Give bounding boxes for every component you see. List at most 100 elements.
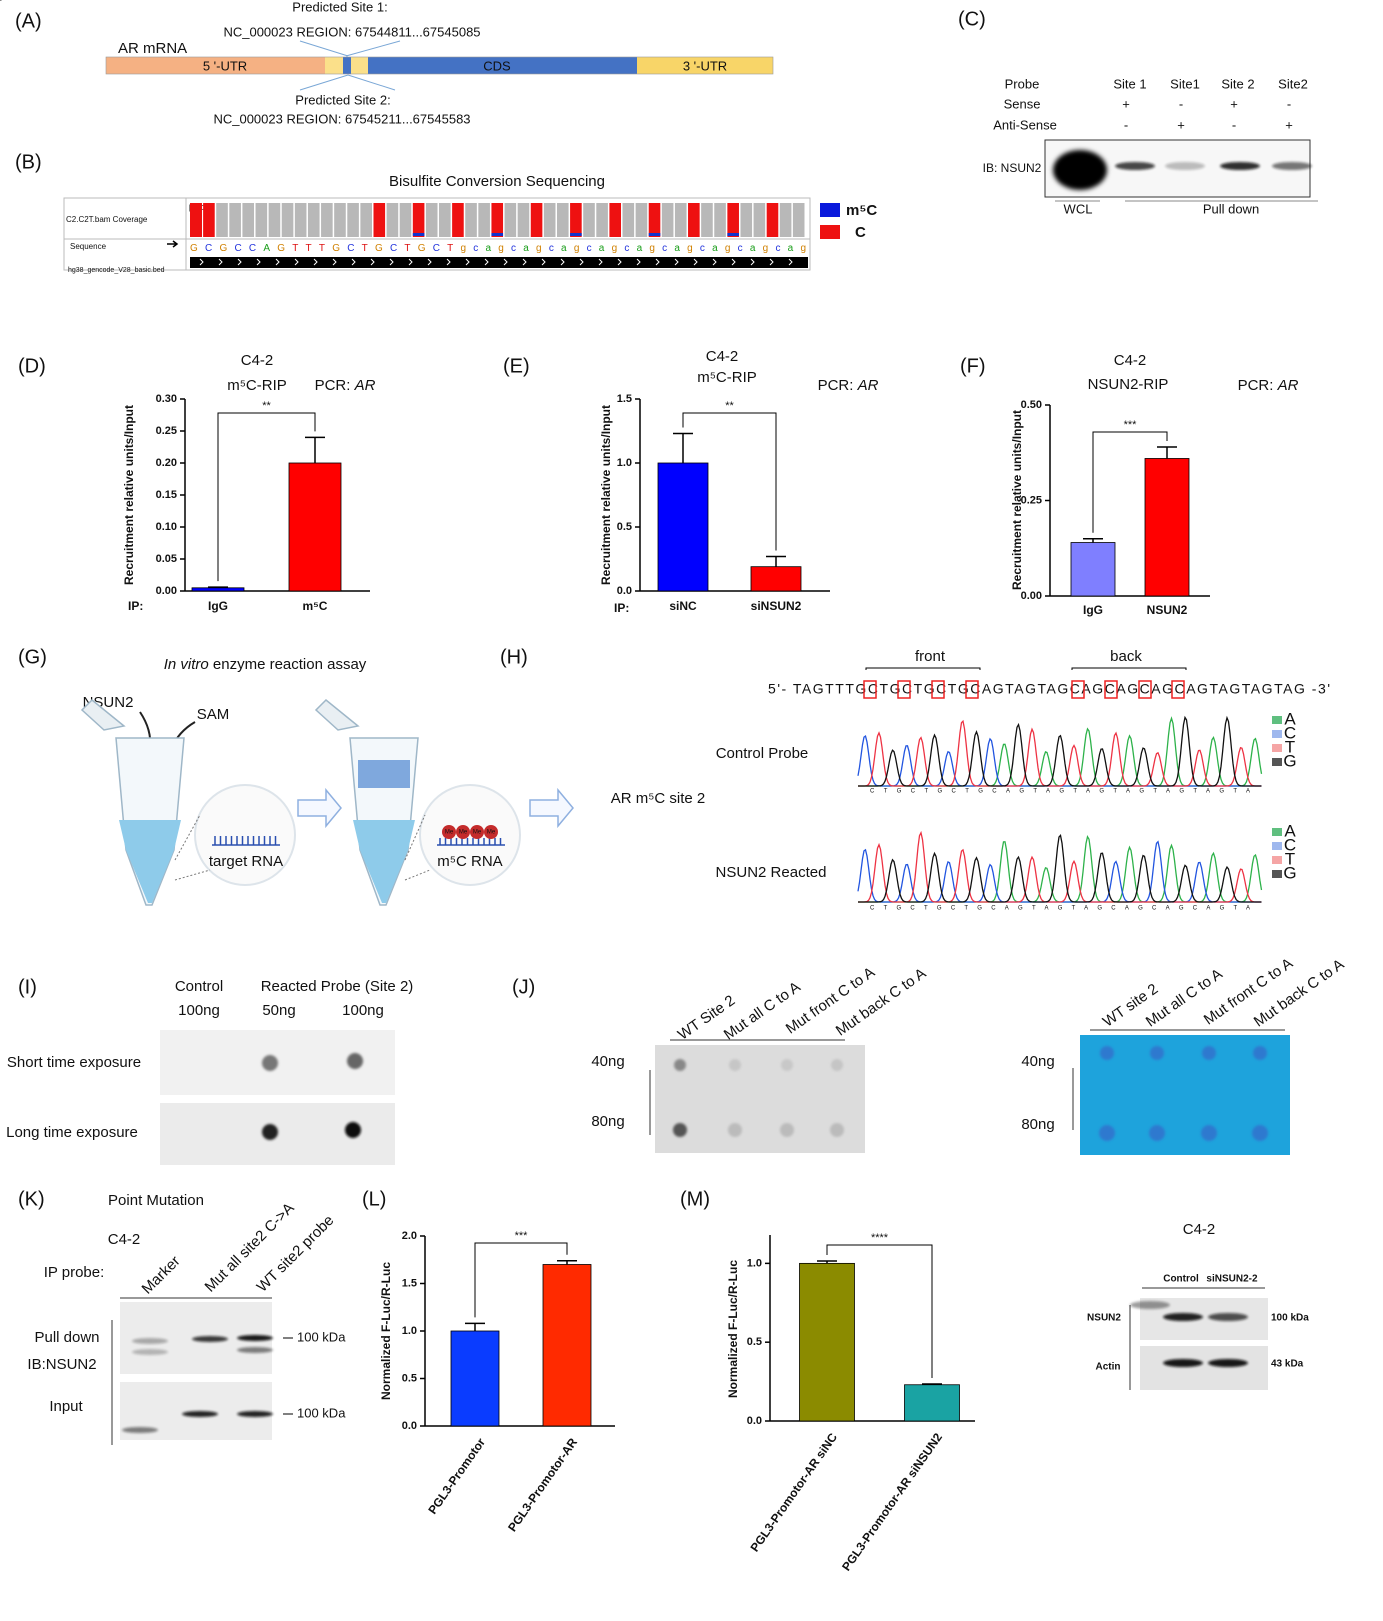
- coverage-bar: [583, 203, 595, 237]
- y-tick-label: 0.0: [747, 1415, 762, 1427]
- methyl-fraction: [727, 233, 739, 236]
- band: [1163, 1359, 1203, 1367]
- region-label: back: [1110, 648, 1142, 665]
- y-tick-label: 1.0: [617, 457, 632, 469]
- dot: [1099, 1125, 1115, 1141]
- zoom: [419, 784, 521, 886]
- col-label: Reacted Probe (Site 2): [261, 978, 414, 995]
- tube-liquid: [353, 820, 415, 903]
- panel-label: (F): [960, 355, 986, 377]
- x-tick-label: siNC: [669, 599, 697, 613]
- label: [0-10]: [0, 0, 2, 1]
- tube-label: m⁵C RNA: [437, 853, 502, 870]
- coverage-bar: [740, 203, 753, 237]
- strand-arrow: [598, 258, 603, 266]
- coverage-bar: [648, 203, 661, 237]
- bar: [799, 1262, 855, 1422]
- dot: [1202, 1046, 1216, 1060]
- strand-arrow: [294, 258, 299, 266]
- strand-arrow: [313, 258, 318, 266]
- coverage-bar: [425, 203, 438, 237]
- coverage-bar: [504, 203, 517, 237]
- y-tick-label: 0.00: [156, 585, 177, 597]
- label: NC_000023 REGION: 67544811...67545085: [223, 24, 480, 39]
- coverage-bar: [203, 203, 215, 237]
- coverage-bar: [674, 203, 687, 237]
- error-bar: [922, 1383, 942, 1385]
- lane-label: Mut front C to A: [783, 964, 878, 1038]
- strand-arrow: [370, 258, 375, 266]
- legend-label: G: [1283, 751, 1296, 770]
- label: [0-10]: [0, 0, 2, 1]
- label: [0-10]: [0, 0, 2, 1]
- methyl-label: Me: [459, 830, 468, 836]
- label: [0-10]: [0, 0, 2, 1]
- dot: [830, 1123, 844, 1137]
- methyl: [442, 825, 456, 839]
- error-bar: [673, 432, 693, 463]
- chart-subtitle: m⁵C-RIP: [227, 377, 287, 394]
- panel-label: (E): [503, 355, 530, 377]
- sense-sign: +: [1122, 96, 1130, 111]
- label: [0-10]: [0, 0, 2, 1]
- chart-subtitle: m⁵C-RIP: [697, 369, 757, 386]
- coverage-bar: [281, 203, 294, 237]
- group-label: Pull down: [1203, 201, 1259, 216]
- coverage-bar: [242, 203, 255, 237]
- panel-label: (H): [500, 646, 528, 668]
- coverage-bar: [688, 203, 700, 237]
- row-label: Anti-Sense: [993, 117, 1057, 132]
- track-label: C2.C2T.bam Coverage: [66, 215, 148, 224]
- strand-arrow: [351, 258, 356, 266]
- legend-label: C: [1284, 723, 1296, 742]
- band: [192, 1336, 228, 1342]
- methyl-fraction: [648, 233, 661, 236]
- lane-label: Site 2: [1221, 76, 1254, 91]
- lane-label: Site 1: [1113, 76, 1146, 91]
- label: [0-10]: [0, 0, 2, 1]
- strand-arrow: [275, 258, 280, 266]
- sense-sign: -: [1179, 96, 1183, 111]
- dot: [780, 1123, 794, 1137]
- legend-swatch: [1272, 828, 1282, 836]
- dot: [1201, 1125, 1217, 1141]
- ip-label: IP probe:: [44, 1264, 105, 1281]
- x-tick-label: IgG: [208, 599, 228, 613]
- base-calls: CTGCTGCTGCAGTAGTAGCAGCAGCAGTA: [870, 906, 1250, 912]
- coverage-bar: [753, 203, 766, 237]
- site-box: [965, 680, 979, 699]
- sense-sign: -: [1287, 96, 1291, 111]
- size-label: 43 kDa: [1271, 1359, 1304, 1370]
- coverage-bar: [229, 203, 241, 237]
- methyl: [456, 825, 470, 839]
- coverage-bar: [347, 203, 359, 237]
- y-tick-label: 0.5: [747, 1336, 762, 1348]
- utr3: [637, 57, 773, 74]
- region-brackets: [865, 667, 1187, 670]
- bar: [1144, 458, 1190, 597]
- dot: [262, 1055, 278, 1071]
- strand-arrow: [674, 258, 679, 266]
- band: [182, 1411, 218, 1417]
- label: [0-10]: [0, 0, 2, 1]
- band: [1272, 162, 1312, 170]
- legend-swatch: [1272, 744, 1282, 752]
- label: [0-10]: [0, 0, 2, 1]
- band: [1053, 150, 1107, 190]
- coverage-bar: [530, 203, 543, 237]
- lane-label: siNSUN2-2: [1206, 1274, 1258, 1285]
- title: Point Mutation: [108, 1192, 204, 1209]
- coverage-bar: [360, 203, 372, 237]
- dot: [1150, 1046, 1164, 1060]
- chart-subtitle: NSUN2-RIP: [1088, 376, 1169, 393]
- input-label: SAM: [197, 706, 230, 723]
- annotation-text: PCR:: [315, 377, 351, 394]
- legend-label: m⁵C: [846, 202, 877, 219]
- coverage-bar: [556, 203, 569, 237]
- coverage-bar: [543, 203, 556, 237]
- dot: [1100, 1046, 1114, 1060]
- dot: [345, 1122, 361, 1138]
- lane-label: Mut all site2 C->A: [202, 1200, 298, 1296]
- panel-label: (M): [680, 1188, 710, 1210]
- segment-label: CDS: [483, 58, 511, 73]
